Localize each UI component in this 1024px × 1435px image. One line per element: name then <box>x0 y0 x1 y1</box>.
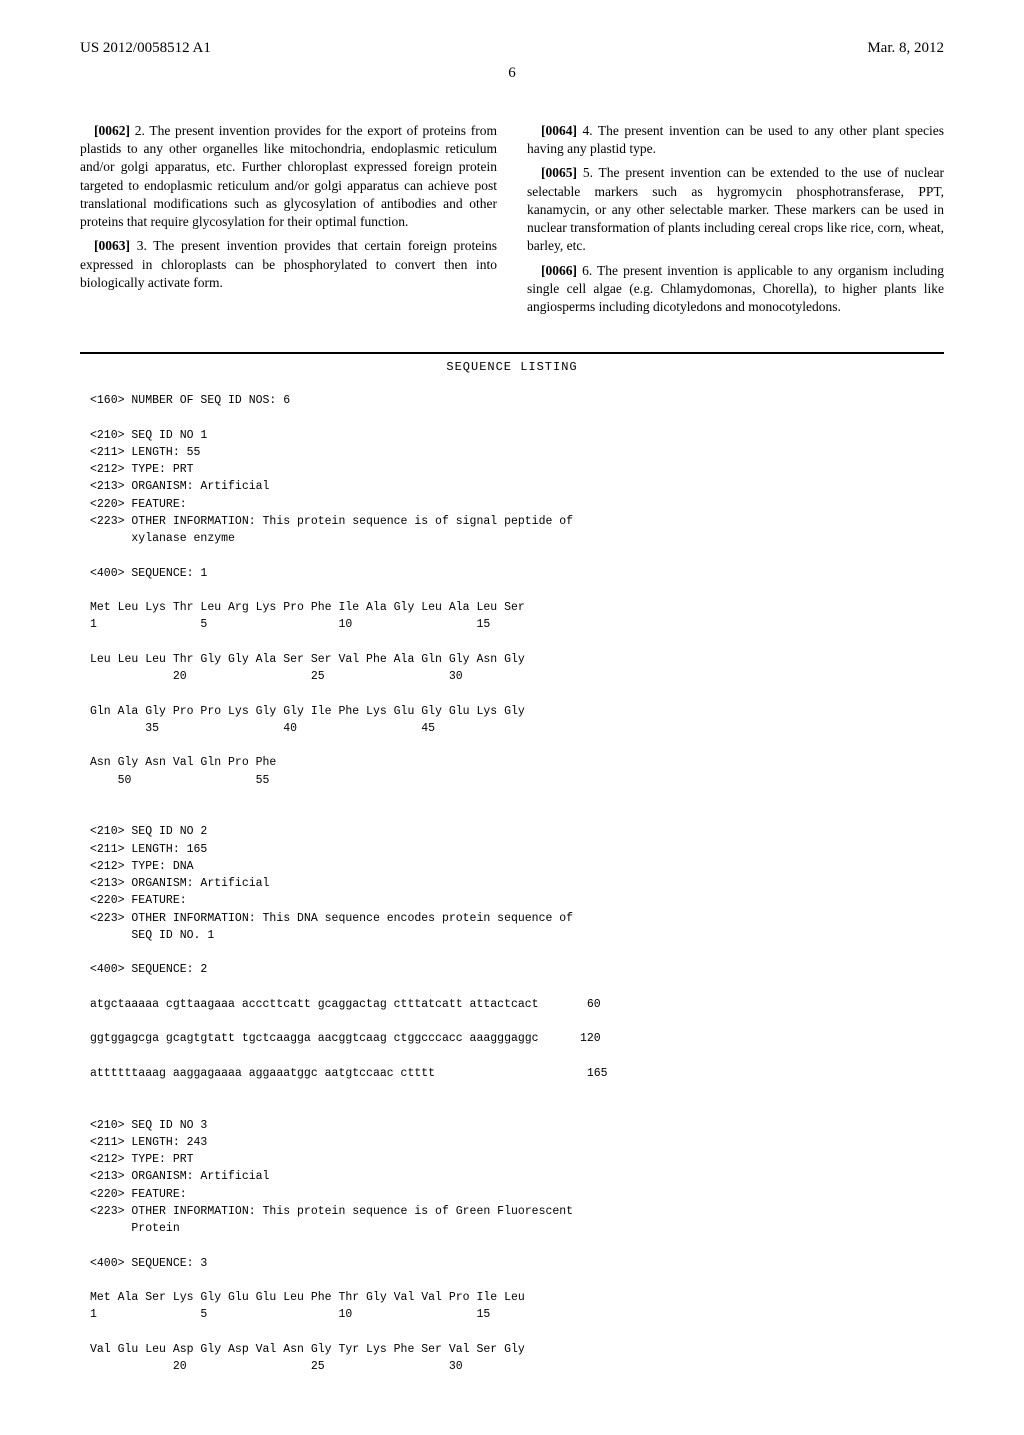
para-num: [0065] <box>541 165 577 180</box>
sequence-listing-body: <160> NUMBER OF SEQ ID NOS: 6 <210> SEQ … <box>90 392 944 1375</box>
para-text: 5. The present invention can be extended… <box>527 165 944 253</box>
column-left: [0062] 2. The present invention provides… <box>80 122 497 322</box>
para-text: 3. The present invention provides that c… <box>80 238 497 289</box>
paragraph-0062: [0062] 2. The present invention provides… <box>80 122 497 231</box>
para-text: 4. The present invention can be used to … <box>527 123 944 156</box>
para-text: 2. The present invention provides for th… <box>80 123 497 229</box>
para-num: [0063] <box>94 238 130 253</box>
para-num: [0064] <box>541 123 577 138</box>
page-number: 6 <box>80 65 944 82</box>
sequence-listing-heading: SEQUENCE LISTING <box>80 360 944 374</box>
paragraph-0063: [0063] 3. The present invention provides… <box>80 237 497 292</box>
para-num: [0062] <box>94 123 130 138</box>
paragraph-0066: [0066] 6. The present invention is appli… <box>527 262 944 317</box>
column-right: [0064] 4. The present invention can be u… <box>527 122 944 322</box>
paragraph-0065: [0065] 5. The present invention can be e… <box>527 164 944 255</box>
para-num: [0066] <box>541 263 577 278</box>
body-columns: [0062] 2. The present invention provides… <box>80 122 944 322</box>
publication-date: Mar. 8, 2012 <box>867 40 944 57</box>
publication-number: US 2012/0058512 A1 <box>80 40 211 57</box>
paragraph-0064: [0064] 4. The present invention can be u… <box>527 122 944 158</box>
section-divider <box>80 352 944 354</box>
para-text: 6. The present invention is applicable t… <box>527 263 944 314</box>
